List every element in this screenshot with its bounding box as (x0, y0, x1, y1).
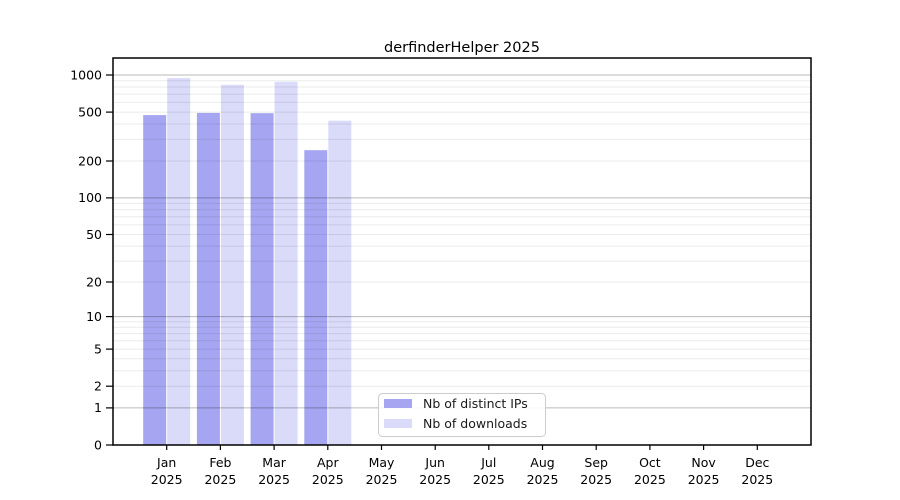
x-tick-label-jan: Jan (156, 455, 176, 470)
x-tick-label-aug: Aug (530, 455, 554, 470)
y-tick-label-5: 5 (94, 341, 102, 356)
x-tick-label-nov: Nov (691, 455, 716, 470)
bar-nb-of-downloads-mar (274, 81, 298, 446)
x-tick-sublabel-nov: 2025 (688, 472, 720, 487)
legend: Nb of distinct IPs Nb of downloads (378, 393, 546, 437)
x-tick-sublabel-apr: 2025 (312, 472, 344, 487)
bar-nb-of-distinct-ips-mar (250, 113, 274, 445)
x-tick-sublabel-feb: 2025 (204, 472, 236, 487)
y-axis: 0 1 2 5 10 20 50 100 200 500 1000 (70, 67, 113, 452)
x-tick-sublabel-jan: 2025 (151, 472, 183, 487)
x-axis: Jan 2025 Feb 2025 Mar 2025 Apr 2025 May 2025 Jun 20… (151, 445, 773, 487)
y-tick-label-20: 20 (86, 274, 102, 289)
y-tick-label-1000: 1000 (70, 67, 102, 82)
legend-box (378, 393, 546, 437)
x-tick-sublabel-sep: 2025 (580, 472, 612, 487)
x-tick-label-sep: Sep (584, 455, 608, 470)
legend-swatch-distinct-ips (384, 399, 412, 408)
chart-title: derfinderHelper 2025 (384, 40, 540, 56)
x-tick-label-apr: Apr (317, 455, 339, 470)
x-tick-label-mar: Mar (262, 455, 286, 470)
x-tick-label-jul: Jul (480, 455, 496, 470)
x-tick-sublabel-dec: 2025 (741, 472, 773, 487)
y-tick-label-100: 100 (78, 190, 102, 205)
plot-border (112, 57, 812, 446)
x-tick-sublabel-oct: 2025 (634, 472, 666, 487)
x-tick-label-dec: Dec (745, 455, 769, 470)
x-tick-sublabel-mar: 2025 (258, 472, 290, 487)
x-tick-label-may: May (369, 455, 395, 470)
y-tick-label-200: 200 (78, 153, 102, 168)
x-tick-sublabel-may: 2025 (366, 472, 398, 487)
bar-nb-of-downloads-feb (220, 84, 244, 446)
x-tick-label-feb: Feb (209, 455, 231, 470)
x-tick-label-oct: Oct (639, 455, 661, 470)
y-tick-label-0: 0 (94, 437, 102, 452)
legend-label-distinct-ips: Nb of distinct IPs (423, 396, 528, 411)
bar-nb-of-distinct-ips-jan (143, 115, 167, 445)
y-tick-label-10: 10 (86, 309, 102, 324)
bar-nb-of-distinct-ips-apr (304, 150, 328, 445)
x-tick-sublabel-jun: 2025 (419, 472, 451, 487)
x-tick-sublabel-jul: 2025 (473, 472, 505, 487)
x-tick-sublabel-aug: 2025 (527, 472, 559, 487)
bar-nb-of-distinct-ips-feb (196, 112, 220, 446)
y-tick-label-500: 500 (78, 104, 102, 119)
bar-nb-of-downloads-jan (167, 78, 191, 445)
legend-swatch-downloads (384, 419, 412, 428)
legend-label-downloads: Nb of downloads (423, 416, 527, 431)
y-tick-label-50: 50 (86, 227, 102, 242)
bars-group (143, 78, 352, 446)
y-tick-label-2: 2 (94, 379, 102, 394)
y-tick-label-1: 1 (94, 400, 102, 415)
bar-nb-of-downloads-apr (328, 120, 352, 445)
x-tick-label-jun: Jun (424, 455, 445, 470)
